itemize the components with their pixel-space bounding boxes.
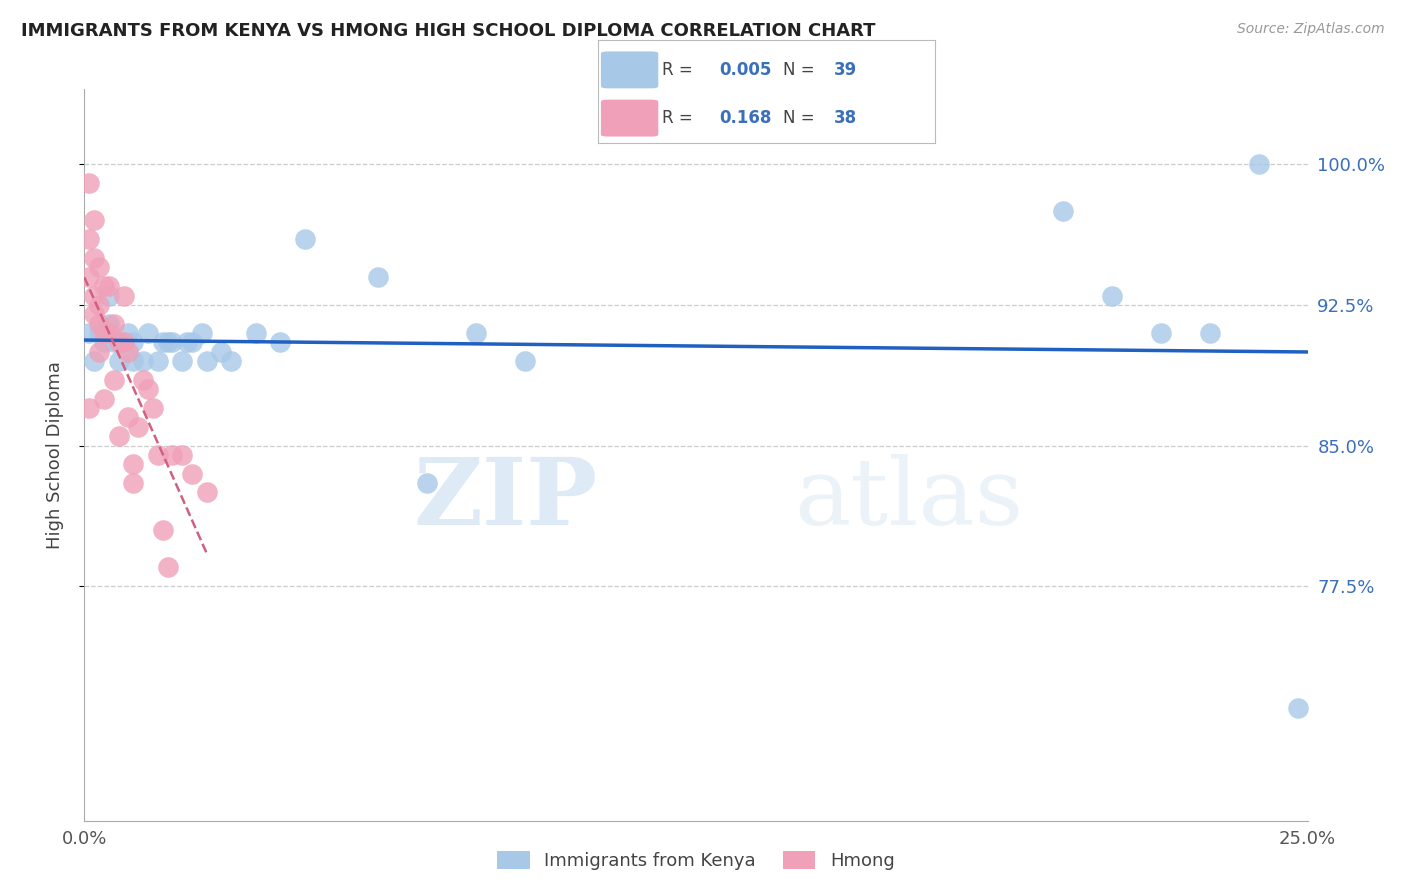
Point bbox=[87, 260, 110, 275]
Point bbox=[245, 326, 267, 340]
Text: ZIP: ZIP bbox=[413, 454, 598, 544]
Point bbox=[1150, 326, 1173, 340]
Point bbox=[83, 307, 105, 321]
Text: Source: ZipAtlas.com: Source: ZipAtlas.com bbox=[1237, 22, 1385, 37]
Point bbox=[136, 382, 159, 396]
Point bbox=[93, 279, 115, 293]
Point bbox=[136, 326, 159, 340]
Text: N =: N = bbox=[783, 61, 820, 78]
Point bbox=[152, 523, 174, 537]
Point bbox=[93, 335, 115, 350]
Point bbox=[1286, 701, 1309, 715]
Point bbox=[122, 458, 145, 472]
Y-axis label: High School Diploma: High School Diploma bbox=[45, 361, 63, 549]
Point bbox=[83, 354, 105, 368]
Point bbox=[117, 344, 139, 359]
Text: 0.168: 0.168 bbox=[718, 109, 772, 127]
Point bbox=[269, 335, 291, 350]
Point bbox=[103, 373, 125, 387]
Point bbox=[93, 326, 115, 340]
Point bbox=[77, 326, 100, 340]
Point bbox=[97, 288, 120, 302]
Point bbox=[107, 429, 129, 443]
Point bbox=[294, 232, 316, 246]
FancyBboxPatch shape bbox=[600, 100, 658, 136]
Point bbox=[112, 335, 135, 350]
Point bbox=[464, 326, 486, 340]
Text: 38: 38 bbox=[834, 109, 856, 127]
Text: atlas: atlas bbox=[794, 454, 1024, 544]
Point bbox=[513, 354, 536, 368]
Point bbox=[122, 476, 145, 491]
Text: R =: R = bbox=[662, 61, 697, 78]
FancyBboxPatch shape bbox=[600, 52, 658, 88]
Point bbox=[112, 288, 135, 302]
Point bbox=[195, 485, 218, 500]
Point bbox=[97, 279, 120, 293]
Point bbox=[156, 560, 179, 574]
Text: N =: N = bbox=[783, 109, 820, 127]
Legend: Immigrants from Kenya, Hmong: Immigrants from Kenya, Hmong bbox=[491, 844, 901, 878]
Point bbox=[1101, 288, 1123, 302]
Text: IMMIGRANTS FROM KENYA VS HMONG HIGH SCHOOL DIPLOMA CORRELATION CHART: IMMIGRANTS FROM KENYA VS HMONG HIGH SCHO… bbox=[21, 22, 876, 40]
Point bbox=[117, 326, 139, 340]
Point bbox=[416, 476, 439, 491]
Point bbox=[77, 269, 100, 284]
Point bbox=[117, 410, 139, 425]
Point bbox=[107, 335, 129, 350]
Point bbox=[87, 326, 110, 340]
Point bbox=[112, 335, 135, 350]
Point bbox=[219, 354, 242, 368]
Point bbox=[83, 251, 105, 265]
Point bbox=[176, 335, 198, 350]
Point bbox=[97, 326, 120, 340]
Point bbox=[87, 344, 110, 359]
Point bbox=[87, 317, 110, 331]
Text: R =: R = bbox=[662, 109, 703, 127]
Point bbox=[172, 354, 194, 368]
Point bbox=[1198, 326, 1220, 340]
Point bbox=[172, 448, 194, 462]
Point bbox=[156, 335, 179, 350]
Point bbox=[162, 335, 184, 350]
Point bbox=[77, 401, 100, 415]
Point bbox=[132, 373, 155, 387]
Point bbox=[122, 354, 145, 368]
Point bbox=[97, 317, 120, 331]
Point bbox=[83, 213, 105, 227]
Point bbox=[195, 354, 218, 368]
Point bbox=[107, 335, 129, 350]
Point bbox=[77, 232, 100, 246]
Point bbox=[132, 354, 155, 368]
Point bbox=[142, 401, 165, 415]
Point bbox=[122, 335, 145, 350]
Point bbox=[209, 344, 232, 359]
Point bbox=[103, 317, 125, 331]
Point bbox=[162, 448, 184, 462]
Point bbox=[181, 467, 204, 481]
Text: 39: 39 bbox=[834, 61, 858, 78]
Point bbox=[367, 269, 389, 284]
Point bbox=[83, 288, 105, 302]
Point bbox=[146, 354, 169, 368]
Point bbox=[1052, 204, 1074, 219]
Point bbox=[181, 335, 204, 350]
Point bbox=[146, 448, 169, 462]
Point bbox=[191, 326, 214, 340]
Point bbox=[152, 335, 174, 350]
Point bbox=[87, 298, 110, 312]
Point bbox=[1247, 157, 1270, 171]
Point bbox=[93, 392, 115, 406]
Text: 0.005: 0.005 bbox=[718, 61, 772, 78]
Point bbox=[107, 354, 129, 368]
Point bbox=[127, 419, 149, 434]
Point bbox=[103, 335, 125, 350]
Point bbox=[77, 176, 100, 190]
